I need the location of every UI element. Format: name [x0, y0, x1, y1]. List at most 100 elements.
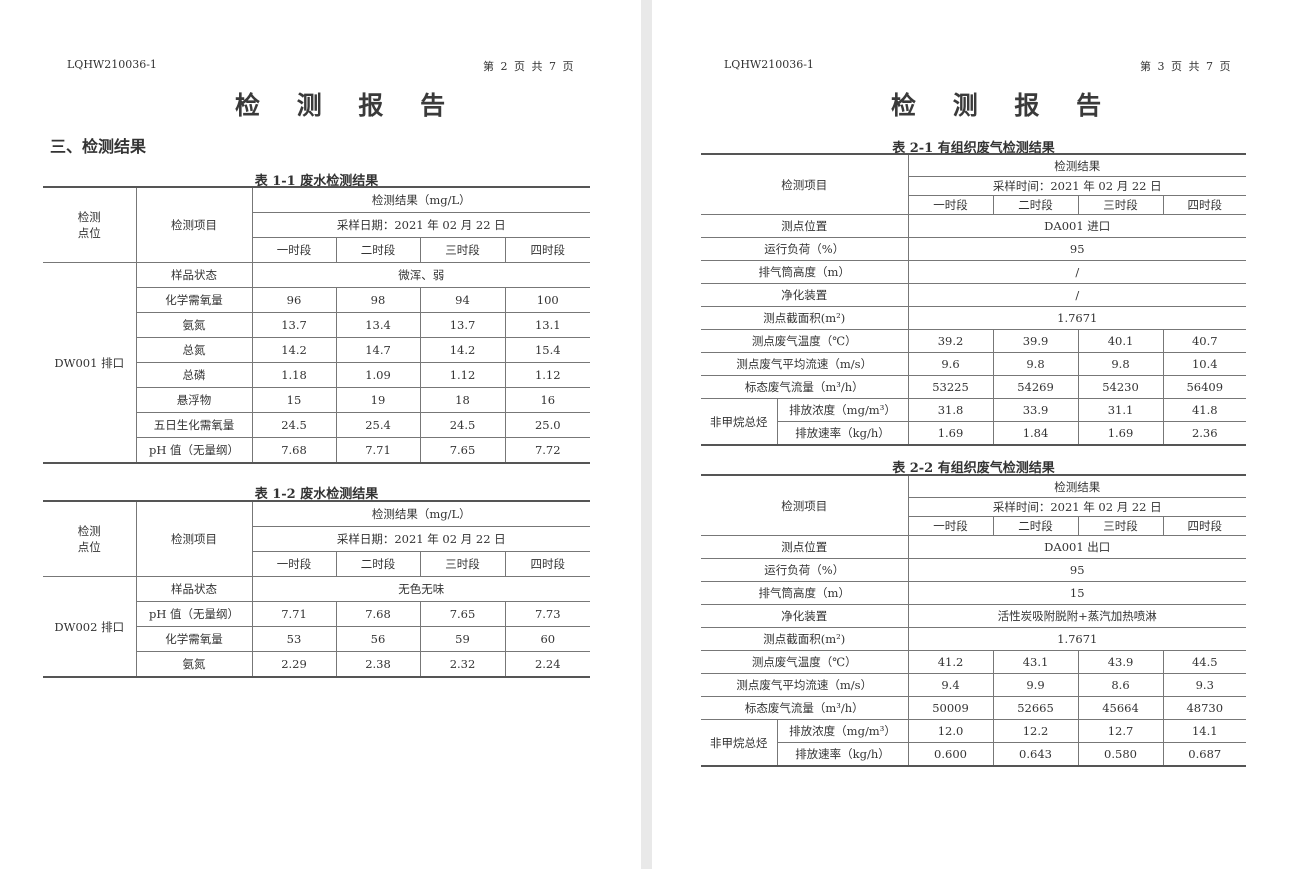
- item-cell: 悬浮物: [136, 387, 253, 413]
- period-header: 四时段: [504, 237, 591, 263]
- table-row: 测点废气温度（℃） 39.2 39.9 40.1 40.7: [701, 329, 1246, 353]
- item-cell: pH 值（无量纲）: [136, 437, 253, 464]
- item-header: 检测项目: [135, 500, 253, 577]
- value-cell: 0.600: [907, 742, 994, 767]
- value-cell: 94: [419, 287, 506, 313]
- period-row: 一时段 二时段 三时段 四时段: [43, 551, 591, 577]
- exhaust-gas-table-2-2: 检测项目 检测结果 采样时间：2021 年 02 月 22 日一时段 二时段 三时段 四时…: [701, 474, 1246, 767]
- header-row: 检测项目 检测结果: [701, 474, 1246, 536]
- value-cell: 9.4: [907, 673, 994, 697]
- table-row: 化学需氧量 96 98 94 100: [43, 287, 591, 313]
- value-cell: 0.643: [992, 742, 1079, 767]
- value-cell: 7.73: [504, 601, 591, 627]
- sampling-date: 采样时间：2021 年 02 月 22 日: [908, 176, 1246, 196]
- value-cell: 12.7: [1077, 719, 1164, 743]
- period-header: 一时段: [252, 551, 337, 577]
- sub-item-cell: 排放浓度（mg/m³）: [776, 719, 909, 743]
- value-cell: 13.4: [335, 312, 421, 338]
- item-cell: 测点废气温度（℃）: [701, 329, 909, 353]
- merged-value: 1.7671: [907, 627, 1246, 651]
- value-cell: 54230: [1077, 375, 1164, 399]
- value-cell: 1.84: [992, 421, 1079, 446]
- item-cell: 净化装置: [701, 604, 909, 628]
- table-row: 净化装置 /: [701, 283, 1246, 307]
- sub-item-cell: 排放速率（kg/h）: [777, 742, 909, 767]
- period-header: 一时段: [908, 195, 994, 215]
- value-cell: 53: [251, 626, 337, 652]
- header-row: 检测点位 检测项目 检测结果（mg/L）: [43, 186, 591, 263]
- value-cell: 40.7: [1162, 329, 1246, 353]
- table-row: 测点截面积(m²) 1.7671: [701, 306, 1246, 330]
- item-header: 检测项目: [701, 153, 909, 215]
- value-cell: 2.38: [335, 651, 421, 678]
- period-header: 二时段: [335, 551, 421, 577]
- value-cell: 56409: [1162, 375, 1246, 399]
- sub-item-cell: 排放浓度（mg/m³）: [776, 398, 909, 422]
- value-cell: 2.24: [504, 651, 591, 678]
- merged-value: 95: [907, 558, 1246, 582]
- value-cell: 14.1: [1162, 719, 1246, 743]
- item-cell: 氨氮: [136, 312, 253, 338]
- value-cell: 13.7: [419, 312, 506, 338]
- page-title: 检 测 报 告: [891, 91, 1116, 120]
- value-cell: 2.32: [419, 651, 506, 678]
- wastewater-table-1-2: 检测点位 检测项目 检测结果（mg/L） 采样日期：2021 年 02 月 22 日一…: [43, 500, 591, 678]
- value-cell: 14.2: [251, 337, 337, 363]
- table-row: 化学需氧量 53 56 59 60: [43, 626, 591, 652]
- value-cell: 14.2: [419, 337, 506, 363]
- header-row: 检测项目 检测结果: [701, 153, 1246, 215]
- table-row: pH 值（无量纲） 7.68 7.71 7.65 7.72: [43, 437, 591, 464]
- item-cell: 化学需氧量: [136, 626, 253, 652]
- value-cell: 15: [251, 387, 337, 413]
- value-cell: 7.65: [419, 601, 506, 627]
- item-cell: 运行负荷（%）: [701, 558, 909, 582]
- table-row: 净化装置 活性炭吸附脱附+蒸汽加热喷淋: [701, 604, 1246, 628]
- value-cell: 33.9: [992, 398, 1079, 422]
- value-cell: 7.71: [335, 437, 421, 464]
- item-cell: 排气筒高度（m）: [701, 581, 909, 605]
- value-cell: 7.71: [251, 601, 337, 627]
- result-header: 检测结果（mg/L）: [251, 500, 591, 527]
- value-cell: 48730: [1162, 696, 1246, 720]
- table-row: 总氮 14.2 14.7 14.2 15.4: [43, 337, 591, 363]
- period-row: 一时段 二时段 三时段 四时段: [701, 516, 1246, 536]
- page-number: 第 2 页 共 7 页: [483, 60, 574, 73]
- item-header: 检测项目: [701, 474, 909, 536]
- item-cell: 标态废气流量（m³/h）: [701, 696, 909, 720]
- item-cell: 测点截面积(m²): [701, 627, 909, 651]
- value-cell: 7.68: [251, 437, 337, 464]
- value-cell: 9.8: [1077, 352, 1164, 376]
- value-cell: 31.8: [907, 398, 994, 422]
- table-2-1-caption: 表 2-1 有组织废气检测结果: [892, 141, 1055, 156]
- table-row: 排气筒高度（m） 15: [701, 581, 1246, 605]
- value-cell: 98: [335, 287, 421, 313]
- table-row: DW002 排口 样品状态 无色无味: [43, 576, 591, 678]
- value-cell: 56: [335, 626, 421, 652]
- period-header: 三时段: [419, 237, 506, 263]
- result-header: 检测结果: [907, 474, 1246, 498]
- value-cell: 39.9: [992, 329, 1079, 353]
- table-row: 测点废气温度（℃） 41.2 43.1 43.9 44.5: [701, 650, 1246, 674]
- item-cell: 总磷: [136, 362, 253, 388]
- period-header: 四时段: [504, 551, 591, 577]
- value-cell: 0.580: [1077, 742, 1164, 767]
- site-cell: DW002 排口: [43, 576, 137, 678]
- value-cell: 7.65: [419, 437, 506, 464]
- table-row: 氨氮 13.7 13.4 13.7 13.1: [43, 312, 591, 338]
- period-header: 一时段: [252, 237, 337, 263]
- merged-value: /: [907, 260, 1246, 284]
- value-cell: 44.5: [1162, 650, 1246, 674]
- table-row: 标态废气流量（m³/h） 50009 52665 45664 48730: [701, 696, 1246, 720]
- value-cell: 19: [335, 387, 421, 413]
- value-cell: 9.6: [907, 352, 994, 376]
- table-2-2-caption: 表 2-2 有组织废气检测结果: [892, 461, 1055, 476]
- value-cell: 9.8: [992, 352, 1079, 376]
- item-cell: 化学需氧量: [136, 287, 253, 313]
- value-cell: 52665: [992, 696, 1079, 720]
- report-code: LQHW210036-1: [724, 58, 814, 71]
- item-cell: 五日生化需氧量: [136, 412, 253, 438]
- report-code: LQHW210036-1: [67, 58, 157, 71]
- value-cell: 2.36: [1162, 421, 1246, 446]
- table-row: 测点废气平均流速（m/s） 9.6 9.8 9.8 10.4: [701, 352, 1246, 376]
- table-row: pH 值（无量纲） 7.71 7.68 7.65 7.73: [43, 601, 591, 627]
